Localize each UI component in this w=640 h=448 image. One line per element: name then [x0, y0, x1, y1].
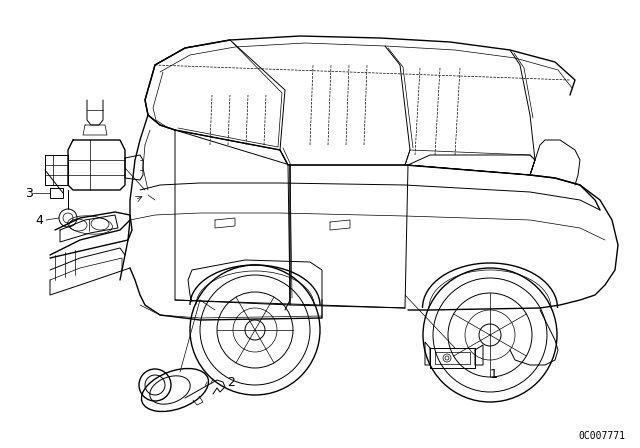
Text: 2: 2	[227, 375, 235, 388]
Text: 0C007771: 0C007771	[578, 431, 625, 441]
Text: 4: 4	[35, 214, 43, 227]
Text: 1: 1	[490, 369, 498, 382]
Text: 3: 3	[25, 186, 33, 199]
